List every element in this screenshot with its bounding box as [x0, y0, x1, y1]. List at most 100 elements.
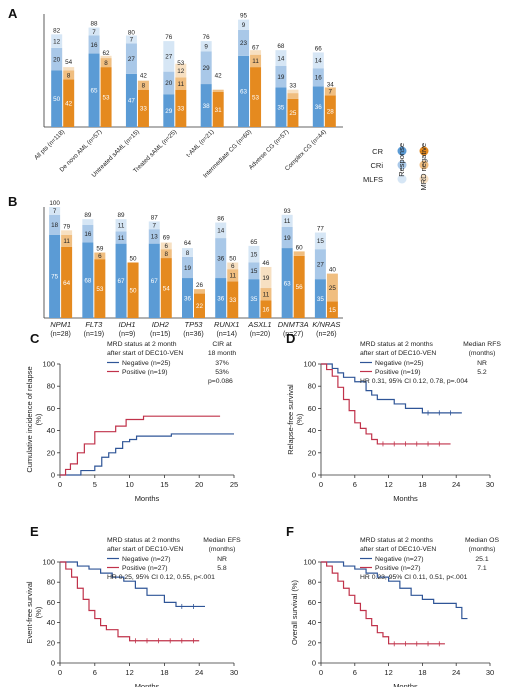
- data-label: 7: [92, 29, 96, 36]
- x-tick-sublabel: (n=26): [316, 331, 336, 338]
- bar-segment: [281, 226, 293, 249]
- bar-segment: [63, 70, 75, 80]
- total-label: 77: [317, 226, 325, 233]
- total-label: 67: [252, 44, 260, 51]
- legend-swatch: [419, 174, 429, 184]
- x-tick-sublabel: (n=14): [217, 331, 237, 338]
- bar-segment: [326, 301, 338, 318]
- y-tick-label: 40: [47, 426, 55, 435]
- survival-curve: [60, 415, 221, 476]
- x-tick-label: 0: [58, 480, 62, 489]
- legend-stat-value: 37%: [215, 360, 229, 367]
- survival-curve: [321, 363, 451, 445]
- y-tick-label: 20: [47, 638, 55, 647]
- x-tick-label: 24: [452, 668, 460, 677]
- bar-segment: [137, 89, 149, 127]
- bar-segment: [275, 65, 287, 88]
- data-label: 7: [153, 223, 157, 230]
- x-tick-sublabel: (n=9): [119, 331, 136, 338]
- legend-swatch: [397, 146, 407, 156]
- legend-row-label: CR: [372, 147, 383, 156]
- bar-segment: [312, 68, 324, 87]
- data-label: 8: [186, 250, 190, 257]
- total-label: 50: [229, 256, 237, 263]
- bar-segment: [115, 243, 127, 318]
- legend-stat-value: NR: [477, 360, 487, 367]
- legend-swatch: [397, 174, 407, 184]
- y-tick-label: 40: [308, 426, 316, 435]
- x-tick-sublabel: (n=19): [84, 331, 104, 338]
- bar-segment: [127, 262, 139, 318]
- x-tick-sublabel: (n=36): [183, 331, 203, 338]
- data-label: 67: [118, 278, 126, 285]
- data-label: 28: [327, 108, 335, 115]
- data-label: 47: [128, 98, 136, 105]
- bar-segment: [61, 230, 73, 235]
- x-tick-label: FLT3: [85, 320, 103, 329]
- data-label: 14: [315, 58, 323, 65]
- bar-segment: [314, 232, 326, 250]
- y-axis-label: Cumulative incidence of relapse: [25, 366, 34, 472]
- bar-segment: [248, 279, 260, 318]
- x-tick-label: RUNX1: [214, 320, 239, 329]
- data-label: 53: [103, 94, 111, 101]
- stat-header: (months): [469, 350, 496, 357]
- x-tick-label: TP53: [185, 320, 204, 329]
- data-label: 68: [84, 278, 92, 285]
- legend-series-label: Negative (n=25): [375, 360, 424, 367]
- data-label: 20: [165, 80, 173, 87]
- bar-segment: [115, 231, 127, 244]
- bar-segment: [248, 262, 260, 280]
- data-label: 19: [262, 275, 270, 282]
- bar-segment: [212, 91, 224, 127]
- x-axis-label: Months: [135, 682, 160, 687]
- bar-segment: [175, 63, 187, 78]
- data-label: 56: [296, 284, 304, 291]
- data-label: 7: [53, 208, 57, 215]
- hr-statistics: HR 0.25, 95% CI 0.12, 0.55, p<.001: [107, 574, 215, 581]
- bar-segment: [160, 258, 172, 318]
- x-tick-label: 12: [125, 668, 133, 677]
- data-label: 14: [217, 228, 225, 235]
- legend-stat-value: 7.1: [477, 565, 487, 572]
- bar-segment: [82, 219, 94, 225]
- y-axis-label: (%): [295, 413, 304, 425]
- data-label: 11: [263, 291, 270, 298]
- data-label: 25: [289, 110, 297, 117]
- total-label: 89: [84, 212, 92, 219]
- bar-segment: [51, 34, 63, 48]
- total-label: 54: [65, 59, 73, 66]
- legend-stat-value: 5.2: [477, 369, 487, 376]
- x-tick-label: 6: [353, 480, 357, 489]
- x-tick-label: NPM1: [50, 320, 71, 329]
- total-label: 59: [96, 246, 104, 253]
- bar-segment: [82, 224, 94, 243]
- bar-segment: [100, 58, 112, 68]
- bar-segment: [293, 255, 305, 318]
- bar-segment: [215, 238, 227, 279]
- legend-stat-value: NR: [217, 556, 227, 563]
- data-label: 75: [51, 274, 59, 281]
- stat-header: Median RFS: [463, 341, 501, 348]
- bar-segment: [194, 293, 205, 318]
- y-tick-label: 60: [47, 404, 55, 413]
- x-tick-label: 30: [486, 668, 494, 677]
- bar-segment: [137, 80, 149, 90]
- hr-statistics: HR 0.23, 95% CI 0.11, 0.51, p<.001: [360, 574, 468, 581]
- x-tick-label: 12: [384, 480, 392, 489]
- bar-segment: [275, 50, 287, 66]
- total-label: 40: [329, 267, 337, 274]
- data-label: 53: [96, 286, 104, 293]
- data-label: 11: [118, 235, 125, 242]
- total-label: 88: [91, 21, 99, 28]
- x-tick-label: All pts (n=118): [33, 128, 66, 161]
- total-label: 68: [277, 43, 285, 50]
- survival-curve: [321, 561, 445, 645]
- legend-stat-value: 53%: [215, 369, 229, 376]
- x-tick-label: Complex CG (n=44): [284, 128, 328, 172]
- legend-series-label: Positive (n=19): [122, 369, 168, 376]
- data-label: 35: [250, 296, 258, 303]
- bar-segment: [250, 54, 262, 68]
- bar-segment: [88, 35, 100, 54]
- data-label: 33: [229, 297, 237, 304]
